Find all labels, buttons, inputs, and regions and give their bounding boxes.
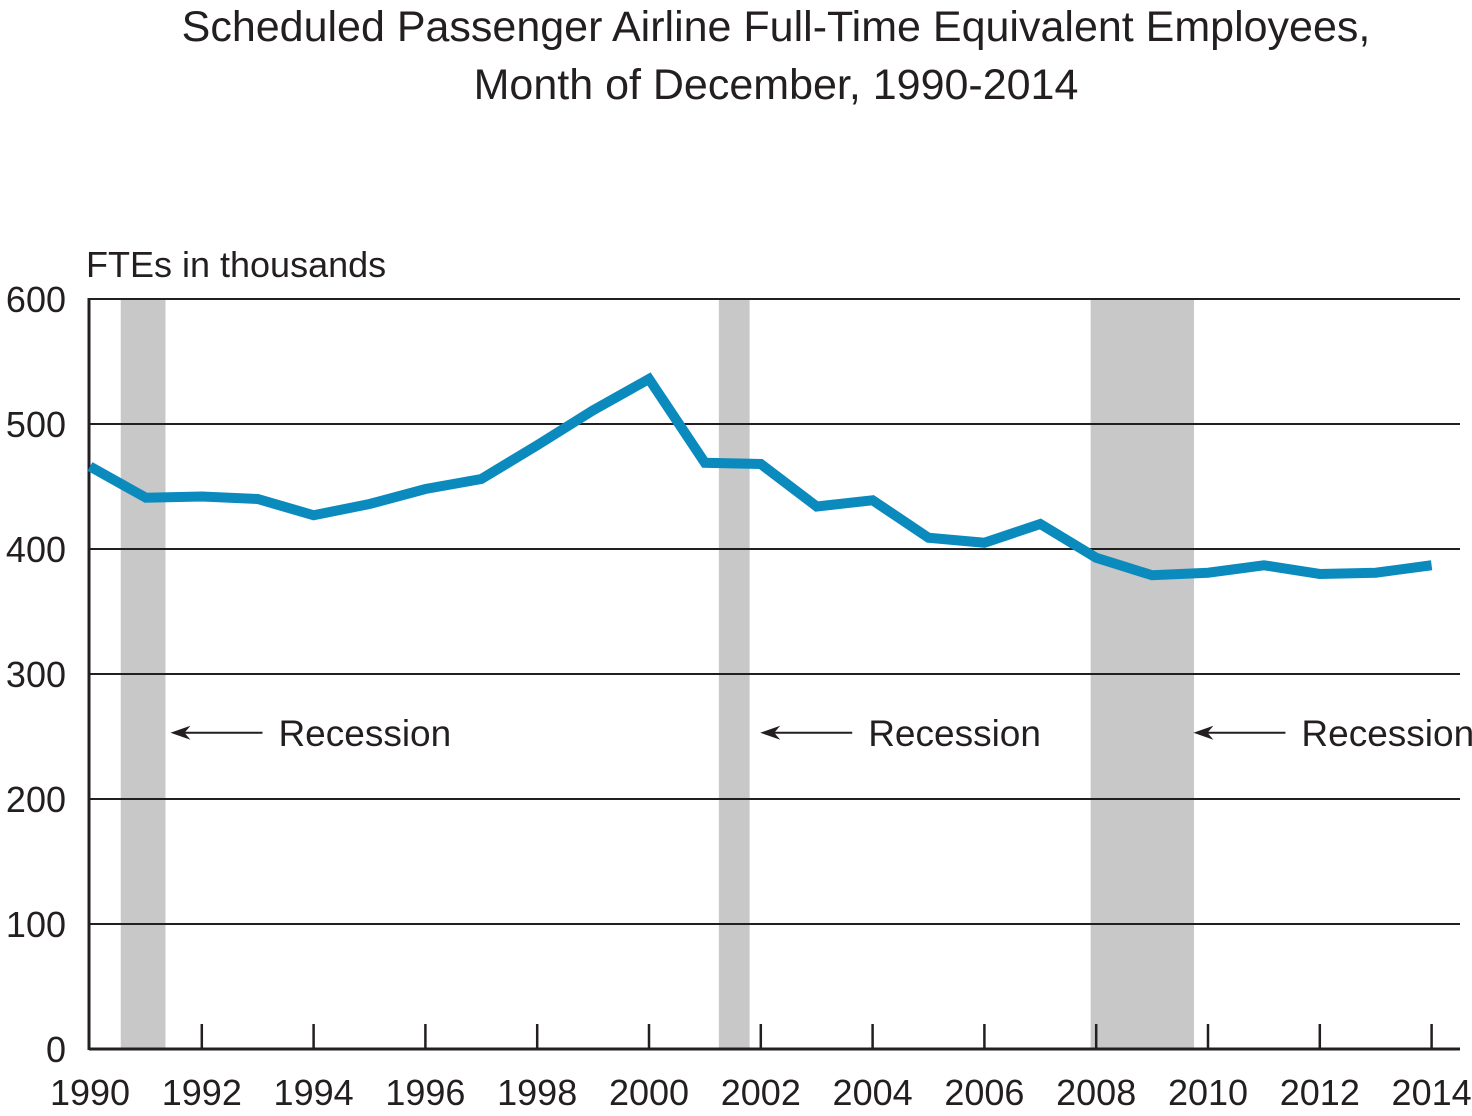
y-tick-label: 100: [6, 904, 66, 945]
y-tick-label: 300: [6, 654, 66, 695]
chart-title-line2: Month of December, 1990-2014: [473, 61, 1079, 109]
annotation-label: Recession: [278, 713, 451, 754]
x-tick-label: 1998: [497, 1072, 577, 1113]
annotation-arrow-head: [1193, 725, 1214, 740]
axes: [87, 298, 1460, 1051]
x-tick-label: 1992: [162, 1072, 242, 1113]
y-tick-label: 500: [6, 404, 66, 445]
x-tick-label: 2002: [721, 1072, 801, 1113]
x-tick-label: 2006: [944, 1072, 1024, 1113]
series-line: [87, 372, 1433, 581]
series: [87, 372, 1433, 581]
y-tick-label: 0: [46, 1029, 66, 1070]
annotation-arrow-head: [170, 725, 191, 740]
annotation-label: Recession: [868, 713, 1041, 754]
y-axis-label: FTEs in thousands: [86, 244, 386, 285]
annotations: Recession Recession Recession: [170, 713, 1472, 754]
x-tick-label: 1996: [385, 1072, 465, 1113]
y-tick-label: 400: [6, 529, 66, 570]
x-tick-label: 2014: [1392, 1072, 1472, 1113]
x-tick-label: 2000: [609, 1072, 689, 1113]
x-tick-label: 1990: [50, 1072, 130, 1113]
x-tick-label: 2008: [1056, 1072, 1136, 1113]
y-tick-label: 200: [6, 779, 66, 820]
gridlines: [89, 298, 1460, 925]
annotation-arrow-head: [760, 725, 781, 740]
axis-labels: 1990 1992 1994 1996 1998 2000 2002 2004 2006 2008…: [6, 244, 1472, 1113]
y-tick-label: 600: [6, 279, 66, 320]
x-tick-label: 2010: [1168, 1072, 1248, 1113]
x-tick-label: 2012: [1280, 1072, 1360, 1113]
chart-title-line1: Scheduled Passenger Airline Full-Time Eq…: [181, 3, 1371, 51]
annotation-label: Recession: [1301, 713, 1472, 754]
x-tick-label: 2004: [833, 1072, 913, 1113]
x-tick-label: 1994: [274, 1072, 354, 1113]
